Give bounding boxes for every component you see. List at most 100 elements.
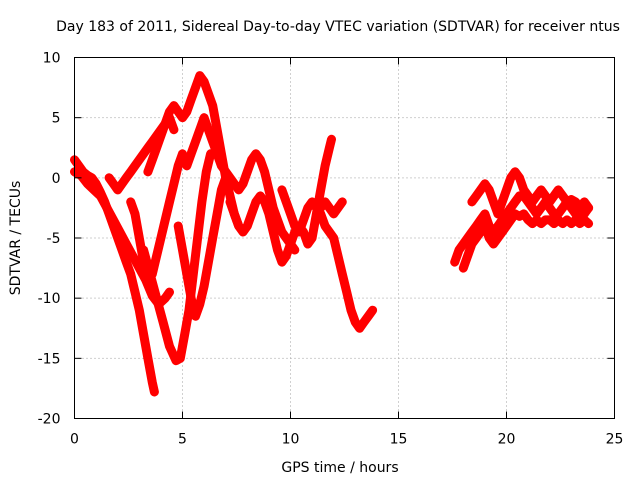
data-point <box>251 149 260 158</box>
data-point <box>130 288 139 297</box>
x-axis-label: GPS time / hours <box>281 460 398 476</box>
data-point <box>234 221 243 230</box>
data-point <box>524 215 533 224</box>
data-point <box>269 227 278 236</box>
data-point <box>532 191 541 200</box>
data-point <box>118 179 127 188</box>
data-point <box>327 135 336 144</box>
data-point <box>308 234 317 242</box>
data-point <box>541 191 550 200</box>
data-point <box>96 191 105 200</box>
data-point <box>528 197 537 206</box>
data-point <box>459 240 468 249</box>
data-point <box>148 155 157 164</box>
y-tick-label: -15 <box>38 351 61 367</box>
data-point <box>187 95 196 104</box>
data-point <box>277 258 286 267</box>
data-point <box>182 107 191 116</box>
data-point <box>567 195 576 204</box>
data-point <box>148 137 157 146</box>
data-point <box>260 197 269 206</box>
data-point <box>463 252 472 261</box>
data-point <box>213 209 222 218</box>
data-point <box>308 197 317 206</box>
data-point <box>182 270 191 279</box>
x-tick-label: 10 <box>282 432 300 448</box>
data-point <box>238 179 247 188</box>
y-tick-label: 10 <box>43 51 61 67</box>
data-point <box>226 197 235 206</box>
data-point <box>169 179 178 188</box>
data-point <box>130 209 139 218</box>
data-point <box>282 197 291 206</box>
data-point <box>180 330 189 339</box>
x-tick-label: 25 <box>606 432 624 448</box>
data-point <box>338 197 347 206</box>
data-point <box>191 137 200 146</box>
data-point <box>506 173 515 182</box>
data-point <box>159 318 168 327</box>
data-point <box>459 264 468 273</box>
data-point <box>472 191 481 200</box>
series-12 <box>467 167 594 219</box>
data-point <box>143 167 152 176</box>
data-point <box>506 203 515 212</box>
series-9 <box>277 185 378 333</box>
data-point <box>152 252 161 261</box>
data-point <box>195 71 204 80</box>
data-point <box>537 185 546 194</box>
data-point <box>217 185 226 194</box>
data-point <box>580 215 589 224</box>
data-point <box>122 240 131 249</box>
data-point <box>126 197 135 206</box>
data-point <box>264 185 273 194</box>
data-point <box>130 161 139 170</box>
data-point <box>169 101 178 110</box>
data-point <box>126 167 135 176</box>
data-point <box>571 215 580 224</box>
data-point <box>208 137 217 146</box>
data-point <box>122 173 131 182</box>
data-point <box>558 191 567 200</box>
data-point <box>489 197 498 206</box>
data-point <box>290 221 299 230</box>
data-point <box>519 185 528 194</box>
data-point <box>139 330 148 339</box>
series-band <box>182 113 300 255</box>
data-point <box>498 215 507 224</box>
x-tick-label: 5 <box>178 432 187 448</box>
data-point <box>467 197 476 206</box>
data-point <box>316 185 325 194</box>
data-point <box>115 227 124 236</box>
series-band <box>316 197 347 219</box>
data-point <box>567 219 576 228</box>
data-point <box>204 125 213 134</box>
series-6 <box>173 173 231 321</box>
data-point <box>532 215 541 224</box>
data-point <box>178 149 187 158</box>
data-point <box>197 197 206 206</box>
data-point <box>502 221 511 230</box>
data-point <box>575 219 584 228</box>
data-point <box>174 221 183 230</box>
data-point <box>511 209 520 218</box>
data-point <box>165 342 174 351</box>
data-point <box>221 167 230 176</box>
data-point <box>156 234 165 242</box>
data-point <box>247 209 256 218</box>
data-point <box>128 252 137 261</box>
data-point <box>364 312 373 321</box>
data-point <box>152 131 161 140</box>
data-point <box>476 185 485 194</box>
x-tick-label: 15 <box>390 432 408 448</box>
data-point <box>89 185 98 194</box>
data-point <box>368 306 377 315</box>
data-point <box>485 185 494 194</box>
series-band <box>104 113 179 195</box>
data-point <box>537 219 546 228</box>
data-point <box>264 209 273 218</box>
data-point <box>187 149 196 158</box>
data-point <box>230 179 239 188</box>
